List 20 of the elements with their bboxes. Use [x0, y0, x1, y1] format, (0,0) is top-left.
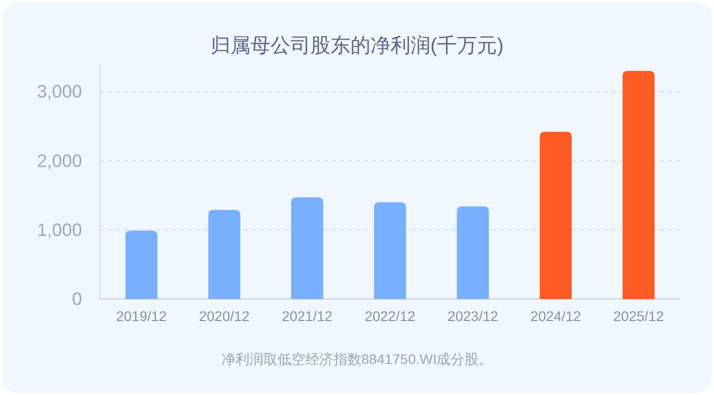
y-tick-label: 1,000 — [36, 220, 82, 240]
x-tick-label: 2024/12 — [530, 308, 582, 324]
bar — [374, 202, 406, 299]
x-tick-label: 2019/12 — [116, 308, 167, 324]
x-tick-label: 2021/12 — [282, 308, 333, 324]
y-tick-label: 0 — [72, 289, 82, 309]
y-tick-label: 3,000 — [36, 82, 82, 102]
bar — [125, 230, 158, 299]
bar — [540, 132, 572, 299]
x-tick-label: 2023/12 — [448, 308, 498, 324]
x-tick-label: 2020/12 — [198, 308, 250, 324]
bar — [456, 206, 489, 299]
bar — [291, 197, 324, 299]
bar — [208, 210, 240, 299]
chart-title: 归属母公司股东的净利润(千万元) — [210, 35, 504, 57]
y-tick-label: 2,000 — [36, 150, 82, 171]
x-tick-label: 2025/12 — [613, 308, 664, 324]
x-tick-label: 2022/12 — [364, 308, 416, 324]
bar — [622, 70, 655, 299]
text: 净利润取低空经济指数8841750.WI成分股。 — [221, 351, 493, 367]
